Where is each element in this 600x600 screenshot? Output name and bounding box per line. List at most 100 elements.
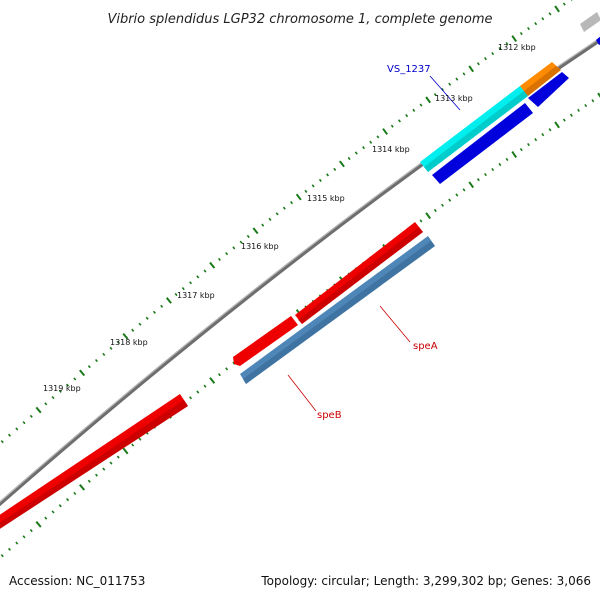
inner-tick bbox=[58, 504, 62, 508]
inner-tick bbox=[548, 128, 552, 132]
inner-tick bbox=[562, 118, 566, 122]
inner-tick bbox=[0, 554, 4, 558]
inner-tick bbox=[476, 178, 480, 182]
gene-speA-red-right-shade bbox=[298, 227, 423, 324]
inner-tick bbox=[73, 491, 77, 496]
outer-tick bbox=[433, 93, 437, 97]
inner-tick bbox=[65, 497, 70, 502]
inner-tick bbox=[189, 396, 193, 400]
inner-tick bbox=[569, 113, 573, 117]
outer-tick bbox=[541, 17, 545, 21]
outer-tick bbox=[369, 140, 373, 144]
outer-tick bbox=[333, 167, 337, 171]
outer-tick bbox=[7, 433, 12, 437]
inner-tick bbox=[425, 212, 432, 220]
outer-tick bbox=[527, 26, 530, 31]
outer-tick bbox=[44, 402, 48, 406]
outer-tick bbox=[339, 160, 345, 168]
outer-tick bbox=[138, 322, 142, 326]
outer-tick bbox=[304, 189, 308, 193]
speB-label[interactable]: speB bbox=[317, 410, 342, 421]
outer-tick bbox=[462, 72, 466, 76]
scale-labels: 1312 kbp 1313 kbp 1314 kbp 1315 kbp 1316… bbox=[43, 43, 536, 393]
inner-tick bbox=[484, 172, 487, 177]
outer-tick bbox=[554, 5, 560, 13]
outer-tick bbox=[318, 178, 322, 182]
outer-tick bbox=[295, 193, 302, 201]
outer-tick bbox=[519, 31, 523, 36]
outer-tick bbox=[534, 22, 538, 26]
gene-blue-2[interactable] bbox=[528, 72, 569, 107]
outer-tick bbox=[261, 223, 265, 227]
outer-tick bbox=[397, 119, 401, 123]
outer-tick bbox=[405, 114, 409, 118]
inner-tick bbox=[511, 151, 518, 158]
gene-blue-1[interactable] bbox=[432, 103, 533, 184]
outer-tick bbox=[87, 365, 91, 369]
outer-tick bbox=[239, 240, 243, 244]
inner-tick bbox=[102, 467, 106, 471]
gene-orange-shade bbox=[524, 66, 561, 96]
inner-tick bbox=[491, 167, 495, 172]
inner-tick bbox=[468, 181, 475, 189]
outer-tick bbox=[225, 252, 229, 256]
speB-leader bbox=[287, 374, 317, 412]
vs1237-label[interactable]: VS_1237 bbox=[387, 64, 431, 75]
inner-tick bbox=[138, 437, 142, 441]
outer-tick bbox=[390, 124, 394, 128]
scale-label-1316: 1316 kbp bbox=[241, 242, 279, 251]
inner-tick bbox=[441, 203, 444, 207]
inner-tick bbox=[433, 208, 437, 213]
inner-tick bbox=[541, 133, 545, 137]
inner-tick bbox=[109, 461, 113, 465]
outer-tick bbox=[498, 46, 502, 51]
outer-tick bbox=[362, 146, 366, 150]
outer-tick bbox=[116, 340, 120, 344]
outer-tick bbox=[165, 297, 172, 304]
inner-tick bbox=[196, 390, 200, 394]
inner-tick bbox=[498, 162, 502, 167]
outer-tick bbox=[189, 281, 193, 285]
inner-tick bbox=[455, 193, 459, 197]
outer-tick bbox=[22, 421, 26, 425]
gene-speA-red-left[interactable] bbox=[233, 316, 298, 366]
vs1237-leader bbox=[429, 75, 461, 111]
outer-tick bbox=[122, 332, 129, 340]
outer-tick bbox=[160, 304, 164, 308]
speA-label[interactable]: speA bbox=[413, 341, 438, 352]
outer-tick-ring bbox=[0, 0, 573, 444]
inner-tick bbox=[79, 484, 86, 491]
inner-tick bbox=[22, 535, 26, 539]
inner-tick bbox=[584, 103, 588, 108]
outer-tick bbox=[468, 65, 475, 73]
outer-tick bbox=[73, 377, 77, 381]
outer-tick bbox=[79, 369, 86, 377]
outer-tick bbox=[448, 82, 452, 86]
outer-tick bbox=[382, 128, 389, 135]
outer-tick bbox=[109, 346, 113, 350]
outer-tick bbox=[15, 427, 19, 431]
outer-tick bbox=[455, 77, 459, 81]
outer-tick bbox=[246, 234, 250, 239]
outer-tick bbox=[102, 352, 106, 357]
inner-tick bbox=[519, 147, 523, 152]
outer-tick bbox=[51, 395, 55, 400]
inner-tick bbox=[534, 138, 538, 142]
outer-tick bbox=[145, 316, 149, 320]
gene-red-lower-shade bbox=[0, 400, 188, 529]
inner-tick bbox=[554, 121, 560, 129]
accession-text: Accession: NC_011753 bbox=[9, 574, 145, 588]
inner-tick bbox=[527, 142, 530, 147]
outer-tick bbox=[290, 201, 294, 205]
scale-label-1314: 1314 kbp bbox=[372, 145, 410, 154]
outer-tick bbox=[511, 35, 518, 42]
inner-tick bbox=[209, 377, 216, 384]
scale-label-1312: 1312 kbp bbox=[498, 43, 536, 52]
inner-tick bbox=[122, 447, 129, 455]
gene-vs1237-cyan-shade bbox=[424, 91, 528, 172]
scale-label-1318: 1318 kbp bbox=[110, 338, 148, 347]
inner-tick bbox=[15, 541, 19, 545]
scale-label-1317: 1317 kbp bbox=[177, 291, 215, 300]
outer-tick bbox=[282, 206, 286, 210]
